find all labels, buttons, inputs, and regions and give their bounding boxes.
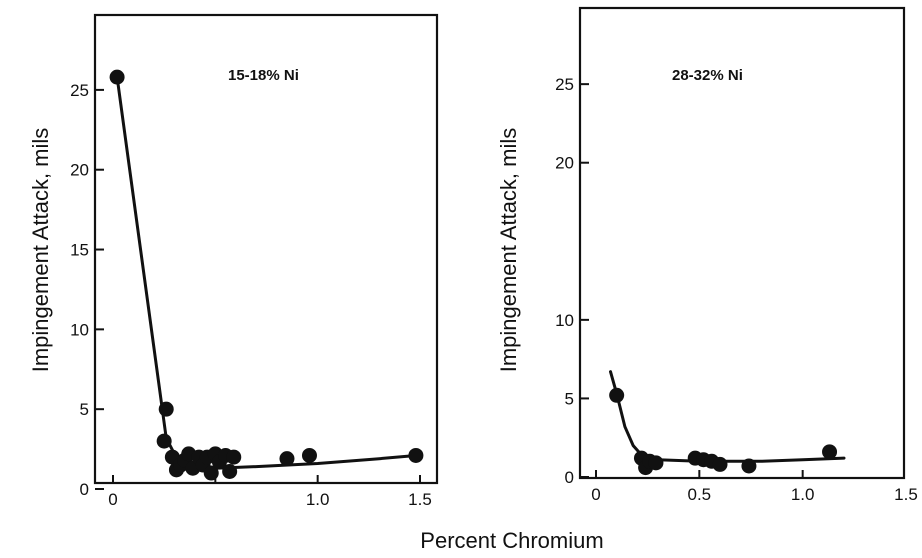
data-point	[301, 447, 317, 463]
x-tick-label: 0.5	[688, 485, 712, 504]
y-axis-title: Impingement Attack, mils	[28, 128, 53, 373]
data-point	[158, 401, 174, 417]
right-panel: 0 5 10 20 25 0 0.5 1.0 1.5 Impingement Attack, mi…	[496, 6, 918, 504]
data-point	[109, 69, 125, 85]
data-point	[712, 456, 728, 472]
plot-frame	[578, 6, 906, 480]
data-point	[822, 444, 838, 460]
data-point	[222, 463, 238, 479]
x-tick-label: 0	[591, 485, 600, 504]
data-point	[609, 387, 625, 403]
data-point	[279, 451, 295, 467]
x-axis-title: Percent Chromium	[420, 528, 603, 553]
fit-curve	[609, 370, 846, 463]
y-tick-label: 15	[70, 241, 89, 260]
x-tick-label: 0	[108, 490, 117, 509]
data-point	[226, 449, 242, 465]
y-tick-label: 10	[555, 311, 574, 330]
panel-label: 28-32% Ni	[672, 67, 743, 84]
x-tick-label: 1.0	[306, 490, 330, 509]
y-axis-title: Impingement Attack, mils	[496, 128, 521, 373]
y-tick-label: 25	[70, 81, 89, 100]
y-tick-label: 25	[555, 75, 574, 94]
x-tick-label: 1.5	[894, 485, 918, 504]
data-point	[408, 447, 424, 463]
panel-label: 15-18% Ni	[228, 67, 299, 84]
left-panel: 0 5 10 15 20 25 0 1.0 1.5 Impingement Attack, mil…	[28, 13, 439, 509]
data-point	[648, 455, 664, 471]
y-tick-label: 0	[565, 468, 574, 487]
data-point	[156, 433, 172, 449]
y-tick-label: 20	[555, 154, 574, 173]
y-tick-label: 5	[565, 389, 574, 408]
data-point	[741, 458, 757, 474]
y-tick-label: 20	[70, 161, 89, 180]
data-point	[203, 465, 219, 481]
x-tick-label: 1.5	[408, 490, 432, 509]
plot-frame	[93, 13, 439, 485]
y-tick-label: 5	[80, 400, 89, 419]
y-tick-label: 10	[70, 320, 89, 339]
x-tick-label: 1.0	[791, 485, 815, 504]
y-tick-label: 0	[80, 480, 89, 499]
